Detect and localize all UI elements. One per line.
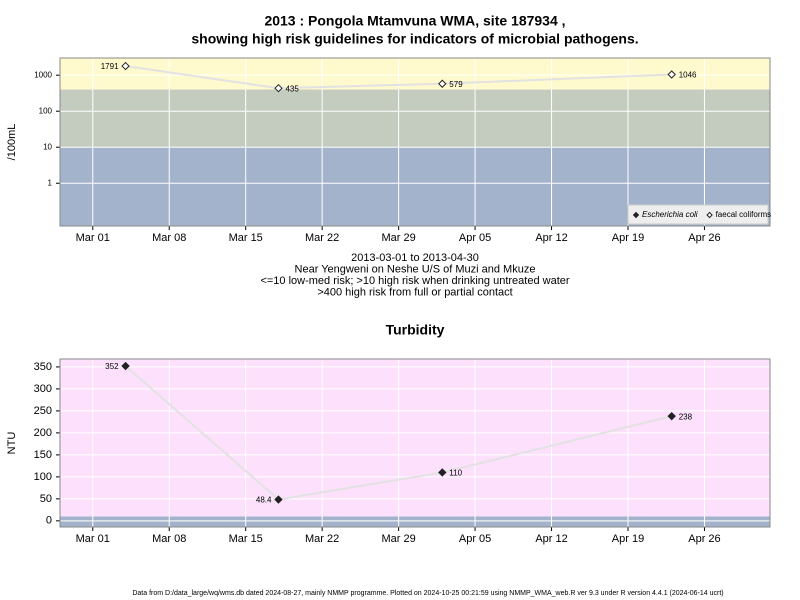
data-label: 435 <box>285 84 299 93</box>
data-point <box>121 61 130 71</box>
plot-frame <box>59 358 771 528</box>
y-tick-label: 150 <box>34 449 52 461</box>
y-tick-label: 100 <box>39 106 53 115</box>
legend-label: faecal coliforms <box>716 210 772 219</box>
legend-marker <box>706 211 713 219</box>
subtitle: >400 high risk from full or partial cont… <box>317 286 512 298</box>
data-label: 110 <box>449 469 462 478</box>
x-tick-label: Mar 08 <box>152 533 186 545</box>
data-label: 238 <box>679 412 693 421</box>
subtitle: <=10 low-med risk; >10 high risk when dr… <box>260 275 569 287</box>
y-tick-label: 1000 <box>34 70 52 79</box>
y-tick-label: 350 <box>34 361 52 373</box>
data-point <box>438 79 447 88</box>
subtitle: 2013-03-01 to 2013-04-30 <box>351 252 479 264</box>
y-tick-label: 50 <box>40 493 52 505</box>
x-tick-label: Mar 22 <box>305 533 339 545</box>
footer: Data from D:/data_large/wq/wms.db dated … <box>132 590 723 597</box>
x-tick-label: Mar 15 <box>229 232 263 244</box>
x-tick-label: Apr 12 <box>535 533 567 545</box>
x-tick-label: Mar 15 <box>229 533 263 545</box>
risk-band <box>60 516 770 527</box>
x-tick-label: Mar 22 <box>305 232 339 244</box>
y-tick-label: 1 <box>48 178 53 187</box>
x-tick-label: Mar 01 <box>76 533 110 545</box>
data-point <box>121 361 130 371</box>
x-tick-label: Mar 29 <box>381 533 415 545</box>
x-tick-label: Apr 12 <box>535 232 567 244</box>
y-tick-label: 300 <box>34 383 52 395</box>
x-tick-label: Apr 19 <box>612 232 644 244</box>
y-axis-label: /100mL <box>6 124 18 161</box>
x-tick-label: Mar 01 <box>76 232 110 244</box>
data-label: 579 <box>449 80 463 89</box>
y-tick-label: 250 <box>34 405 52 417</box>
chart-title: showing high risk guidelines for indicat… <box>191 31 638 47</box>
legend <box>627 204 769 225</box>
y-axis-label: NTU <box>6 432 18 455</box>
chart-title: Turbidity <box>386 322 445 338</box>
risk-band <box>60 359 770 517</box>
data-point <box>274 83 283 93</box>
legend-marker <box>632 211 640 219</box>
x-tick-label: Apr 19 <box>612 533 644 545</box>
legend-label: Escherichia coli <box>642 210 698 219</box>
y-tick-label: 0 <box>46 515 52 527</box>
data-point <box>274 495 283 504</box>
y-tick-label: 200 <box>34 427 52 439</box>
x-tick-label: Apr 05 <box>459 232 491 244</box>
risk-band <box>60 89 770 148</box>
data-point <box>667 70 676 79</box>
plot-frame <box>59 57 771 227</box>
series-line <box>125 65 672 90</box>
x-tick-label: Apr 26 <box>688 232 720 244</box>
data-label: 48.4 <box>256 496 272 505</box>
chart-title: 2013 : Pongola Mtamvuna WMA, site 187934… <box>264 13 565 29</box>
data-point <box>667 411 676 421</box>
x-tick-label: Mar 08 <box>152 232 186 244</box>
y-tick-label: 10 <box>43 142 52 151</box>
x-tick-label: Apr 05 <box>459 533 491 545</box>
data-label: 1046 <box>679 71 697 80</box>
data-point <box>438 468 447 477</box>
x-tick-label: Mar 29 <box>381 232 415 244</box>
y-tick-label: 100 <box>34 471 52 483</box>
x-tick-label: Apr 26 <box>688 533 720 545</box>
data-label: 352 <box>105 362 119 371</box>
data-label: 1791 <box>101 62 119 71</box>
subtitle: Near Yengweni on Neshe U/S of Muzi and M… <box>295 263 536 275</box>
series-line <box>124 365 672 501</box>
